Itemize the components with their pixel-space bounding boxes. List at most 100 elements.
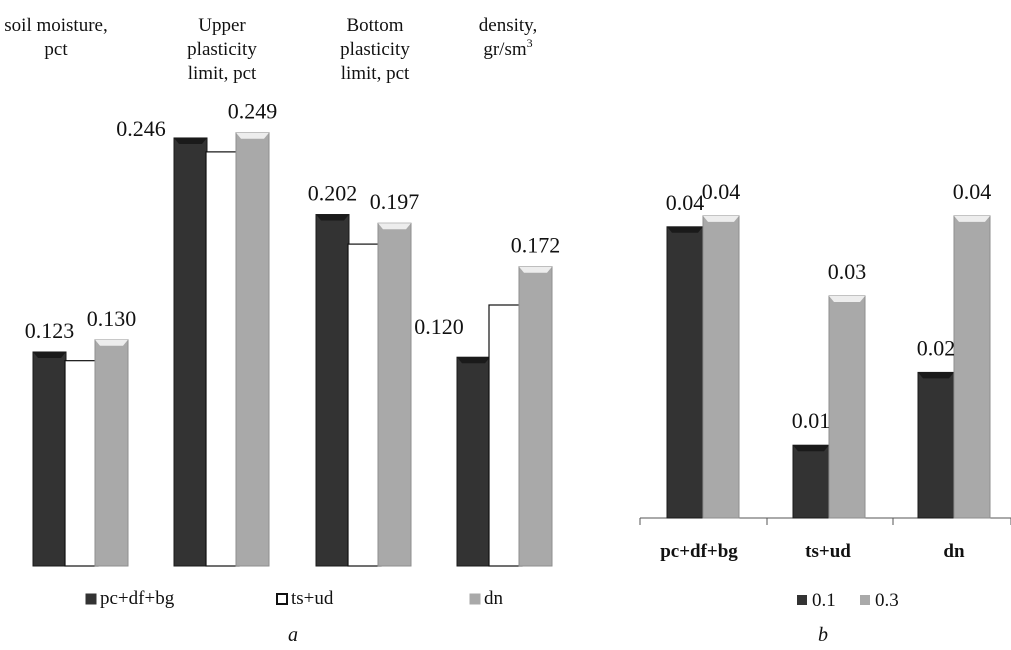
panel-a-legend: pc+df+bg ts+ud dn: [85, 588, 504, 609]
panel-b-label: b: [818, 624, 828, 646]
bar-a-s2-c2-body: [377, 222, 412, 567]
bar-b-s1-c1-cap: [829, 295, 865, 302]
bar-b-s0-c0: [666, 226, 704, 519]
legend-label-a-2: dn: [484, 588, 504, 609]
bar-a-s0-c3: [456, 356, 491, 567]
bar-b-s0-c1-body: [792, 444, 830, 519]
bar-a-s1-c3: [488, 304, 523, 567]
bar-b-s0-c2-cap: [918, 372, 954, 379]
bar-b-s1-c2-body: [953, 215, 991, 519]
bar-a-s2-c2: [377, 222, 412, 567]
bar-a-s1-c1: [205, 151, 240, 567]
category-header-a-1-line-2: limit, pct: [188, 63, 257, 84]
bar-b-s1-c1-body: [828, 295, 866, 519]
bar-b-s0-c2: [917, 371, 955, 519]
bar-a-s2-c0-cap: [95, 339, 128, 346]
value-label-b-s1-c0: 0.04: [702, 179, 741, 204]
legend-item-a-1: ts+ud: [276, 588, 334, 609]
category-header-a-3-superscript: 3: [527, 36, 533, 50]
panel-a-bars: [32, 132, 553, 567]
bar-a-s0-c3-body: [456, 356, 491, 567]
category-header-a-3-line-0: density,: [479, 15, 537, 36]
value-label-b-s0-c0: 0.04: [666, 190, 705, 215]
value-label-a-s0-c0: 0.123: [25, 318, 75, 343]
panel-b-category-labels: pc+df+bg ts+ud dn: [660, 541, 965, 562]
value-label-a-s0-c1: 0.246: [116, 116, 166, 141]
value-label-a-s2-c1: 0.249: [228, 99, 278, 124]
category-label-b-2: dn: [943, 541, 965, 562]
bar-a-s0-c2-body: [315, 214, 350, 567]
bar-a-s1-c1-body: [205, 151, 240, 567]
bar-b-s0-c0-cap: [667, 226, 703, 233]
bar-a-s0-c3-cap: [457, 357, 490, 364]
legend-swatch-a-0: [85, 593, 97, 605]
legend-item-b-0: 0.1: [797, 590, 836, 611]
category-header-a-2-line-0: Bottom: [346, 15, 403, 36]
category-label-b-1: ts+ud: [805, 541, 851, 562]
bar-a-s0-c2-cap: [316, 214, 349, 221]
bar-b-s0-c0-body: [666, 226, 704, 519]
category-header-a-2-line-2: limit, pct: [341, 63, 410, 84]
legend-item-a-0: pc+df+bg: [85, 588, 175, 609]
bar-a-s0-c1: [173, 137, 208, 567]
category-header-a-0-line-0: soil moisture,: [4, 15, 107, 36]
panel-a-category-headers: soil moisture, pct Upper plasticity limit, p…: [4, 15, 537, 84]
bar-a-s1-c2-body: [347, 243, 382, 567]
category-header-a-3-line-1: gr/sm3: [483, 36, 532, 60]
value-label-b-s1-c2: 0.04: [953, 179, 992, 204]
legend-swatch-a-2: [469, 593, 481, 605]
category-header-a-0-line-1: pct: [44, 39, 68, 60]
value-label-a-s2-c0: 0.130: [87, 306, 137, 331]
bar-a-s2-c3-body: [518, 266, 553, 567]
bar-a-s0-c1-body: [173, 137, 208, 567]
category-label-b-0: pc+df+bg: [660, 541, 738, 562]
value-label-a-s0-c3: 0.120: [414, 314, 464, 339]
value-label-a-s2-c3: 0.172: [511, 233, 561, 258]
bar-b-s0-c1: [792, 444, 830, 519]
bar-a-s2-c1-cap: [236, 132, 269, 139]
bar-a-s1-c0: [64, 360, 99, 567]
bar-a-s0-c1-cap: [174, 137, 207, 144]
bar-a-s0-c2: [315, 214, 350, 567]
bar-b-s1-c0: [702, 215, 740, 519]
category-header-a-1-line-0: Upper: [198, 15, 246, 36]
legend-swatch-a-1: [276, 593, 288, 605]
bar-a-s2-c3-cap: [519, 266, 552, 273]
panel-b-legend: 0.1 0.3: [797, 590, 899, 611]
value-label-a-s2-c2: 0.197: [370, 189, 420, 214]
bar-a-s1-c2: [347, 243, 382, 567]
value-label-b-s1-c1: 0.03: [828, 259, 867, 284]
bar-a-s0-c0-body: [32, 351, 67, 567]
bar-a-s2-c1: [235, 132, 270, 567]
legend-label-a-1: ts+ud: [291, 588, 334, 609]
category-header-a-1-line-1: plasticity: [187, 39, 257, 60]
bar-a-s2-c0-body: [94, 339, 129, 567]
bar-b-s1-c2-cap: [954, 215, 990, 222]
bar-a-s0-c0-cap: [33, 351, 66, 358]
bar-b-s0-c1-cap: [793, 445, 829, 452]
bar-a-s1-c3-body: [488, 304, 523, 567]
bar-a-s1-c0-body: [64, 360, 99, 567]
legend-item-a-2: dn: [469, 588, 504, 609]
bar-b-s1-c1: [828, 295, 866, 519]
bar-b-s1-c0-cap: [703, 215, 739, 222]
category-header-a-2-line-1: plasticity: [340, 39, 410, 60]
bar-b-s0-c2-body: [917, 371, 955, 519]
panel-a-value-labels: 0.123 0.246 0.202 0.120 0.130 0.249 0.197 0.172: [25, 99, 561, 343]
value-label-a-s0-c2: 0.202: [308, 181, 358, 206]
panel-a: soil moisture, pct Upper plasticity limit, p…: [4, 15, 560, 646]
bar-a-s2-c2-cap: [378, 223, 411, 230]
legend-label-b-1: 0.3: [875, 590, 899, 611]
legend-swatch-b-0: [797, 595, 807, 605]
legend-swatch-b-1: [860, 595, 870, 605]
value-label-b-s0-c1: 0.01: [792, 408, 831, 433]
bar-b-s1-c2: [953, 215, 991, 519]
bar-b-s1-c0-body: [702, 215, 740, 519]
bar-a-s2-c1-body: [235, 132, 270, 567]
legend-label-b-0: 0.1: [812, 590, 836, 611]
bar-a-s2-c3: [518, 266, 553, 567]
bar-a-s0-c0: [32, 351, 67, 567]
panel-b: 0.04 0.01 0.02 0.04 0.03 0.04 pc+df+bg ts+ud dn…: [639, 179, 1011, 646]
bar-a-s2-c0: [94, 339, 129, 567]
